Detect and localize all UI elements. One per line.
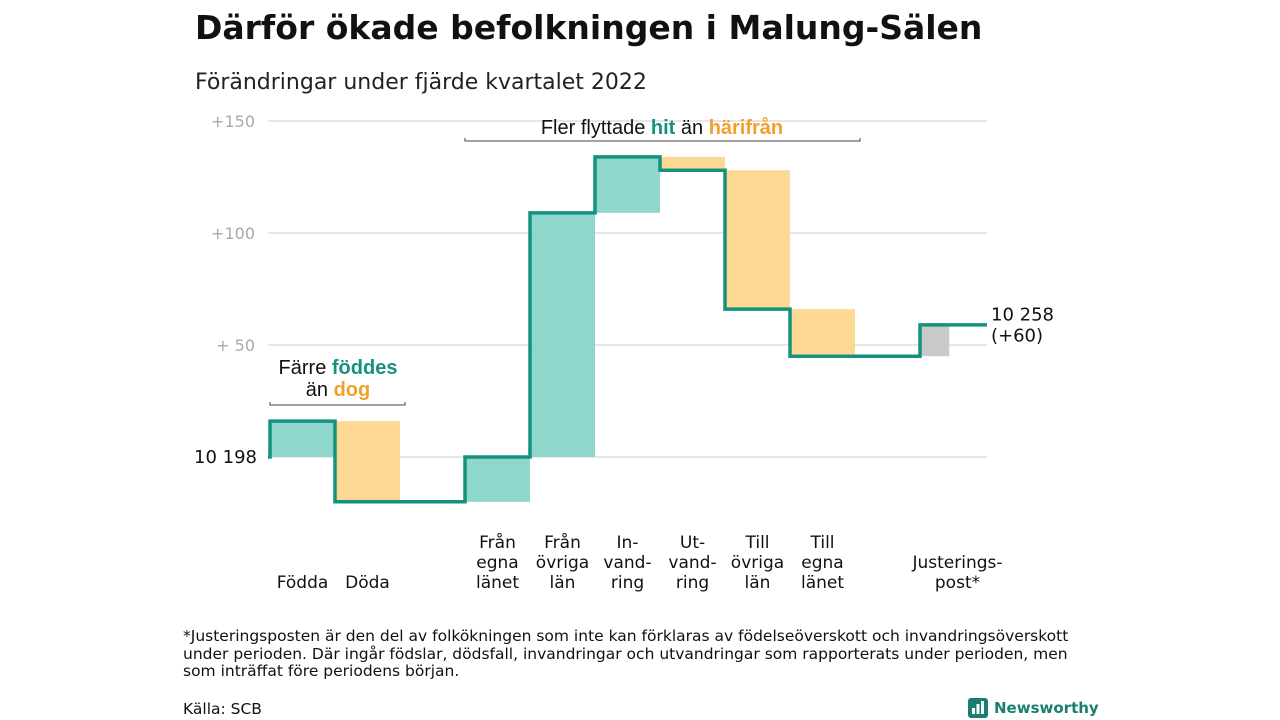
- bar-invandring: [595, 156, 660, 213]
- annotation-text: Färre: [279, 357, 332, 379]
- bar-frånövrigalän: [530, 212, 595, 457]
- x-category-label: Ut-: [680, 533, 705, 553]
- brand-logo[interactable]: Newsworthy: [968, 696, 1099, 720]
- x-category-label: Justerings-: [911, 553, 1002, 573]
- x-category-label: Från: [544, 532, 581, 553]
- bar-tillegnalänet: [790, 309, 855, 357]
- x-category-label: länet: [476, 573, 519, 593]
- chart-subtitle: Förändringar under fjärde kvartalet 2022: [195, 70, 647, 95]
- x-category-label: Döda: [345, 573, 390, 593]
- annotation-highlight: föddes: [332, 357, 398, 379]
- bar-döda: [335, 421, 400, 502]
- end-change-label: (+60): [991, 326, 1043, 347]
- births-annotation-line1: Färre föddes: [279, 357, 398, 379]
- bar-frånegnalänet: [465, 457, 530, 502]
- x-category-label: ring: [611, 573, 644, 593]
- x-category-label: övriga: [536, 553, 589, 573]
- x-category-label: Till: [809, 533, 834, 553]
- bar-layer: [270, 156, 950, 502]
- x-category-label: län: [745, 573, 771, 593]
- x-category-label: län: [550, 573, 576, 593]
- x-category-label: Från: [479, 532, 516, 553]
- x-category-label: länet: [801, 573, 844, 593]
- waterfall-step-line: [268, 155, 987, 504]
- chart-title: Därför ökade befolkningen i Malung-Sälen: [195, 8, 983, 47]
- migration-annotation: Fler flyttade hit än härifrån: [541, 116, 783, 139]
- brand-name: Newsworthy: [994, 699, 1099, 717]
- x-category-label: post*: [935, 573, 980, 593]
- line-layer: [268, 155, 987, 504]
- annotation-highlight: dog: [334, 379, 371, 401]
- bar-justeringspost: [920, 324, 950, 357]
- bar-chart-icon: [968, 698, 988, 718]
- y-tick-label: +150: [211, 112, 255, 131]
- annotation-highlight: hit: [651, 117, 676, 139]
- y-tick-label: + 50: [216, 336, 255, 355]
- x-category-label: vand-: [603, 553, 651, 573]
- x-category-label: Till: [744, 533, 769, 553]
- x-category-label: egna: [476, 553, 518, 573]
- bar-tillövrigalän: [725, 170, 790, 310]
- x-category-label: ring: [676, 573, 709, 593]
- end-value-label: 10 258: [991, 305, 1054, 326]
- annotation-text: Fler flyttade: [541, 117, 651, 139]
- start-value-label: 10 198: [194, 447, 257, 468]
- footnote: *Justeringsposten är den del av folkökni…: [183, 627, 1069, 680]
- y-tick-label: +100: [211, 224, 255, 243]
- x-category-label: Födda: [277, 573, 329, 593]
- x-category-label: övriga: [731, 553, 784, 573]
- bar-utvandring: [660, 156, 725, 171]
- x-category-label: egna: [801, 553, 843, 573]
- annotation-text: än: [675, 117, 708, 139]
- x-category-label: vand-: [668, 553, 716, 573]
- source-label: Källa: SCB: [183, 700, 262, 718]
- births-annotation-line2: än dog: [306, 379, 370, 401]
- x-category-label: In-: [617, 533, 639, 553]
- births-bracket: [269, 402, 406, 406]
- bar-födda: [270, 421, 335, 457]
- annotation-highlight: härifrån: [709, 116, 783, 139]
- migration-bracket: [464, 138, 861, 142]
- annotation-text: än: [306, 379, 334, 401]
